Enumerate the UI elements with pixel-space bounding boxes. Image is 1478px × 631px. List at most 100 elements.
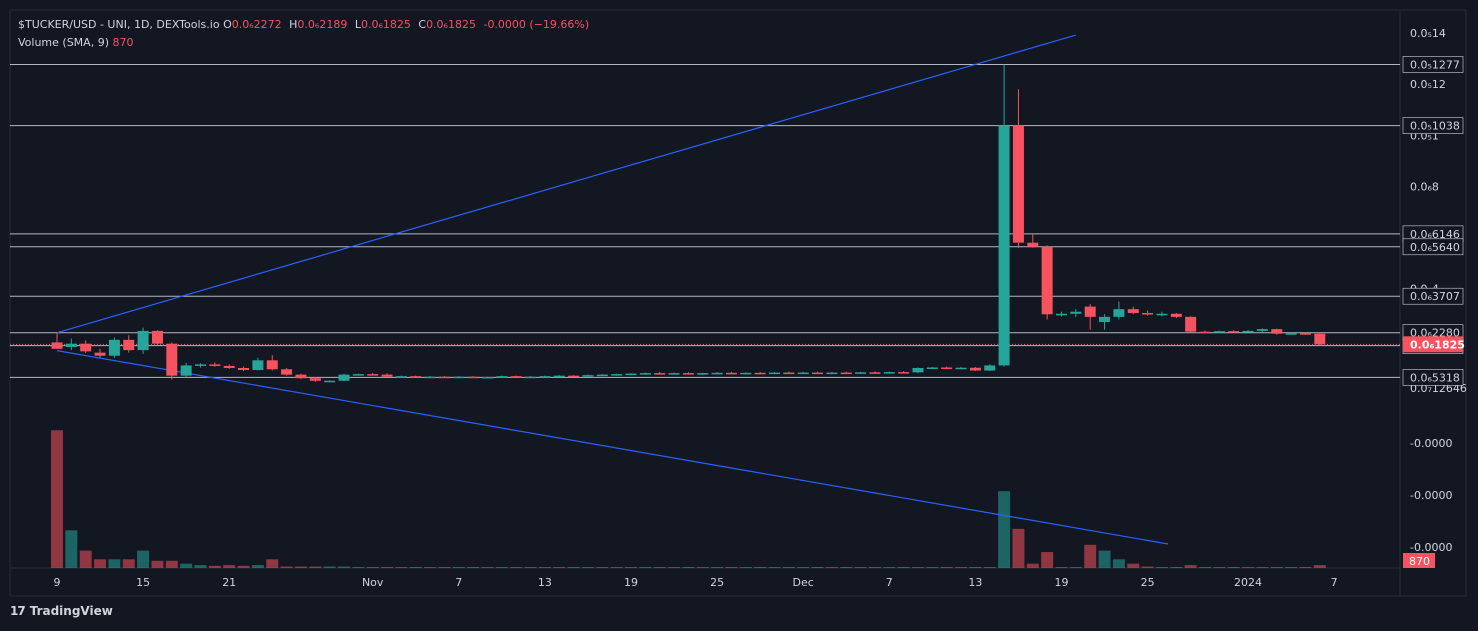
- candle-body: [80, 343, 92, 352]
- volume-bar: [581, 567, 594, 568]
- candle: [395, 375, 407, 378]
- volume-value: 870: [112, 36, 134, 49]
- candle-body: [998, 125, 1010, 366]
- candle: [1027, 234, 1039, 248]
- volume-bar: [940, 567, 953, 568]
- tradingview-branding[interactable]: 17 TradingView: [10, 604, 113, 618]
- volume-bar: [338, 566, 350, 568]
- volume-bar: [94, 559, 107, 568]
- candle: [1285, 332, 1297, 335]
- volume-bar: [165, 560, 178, 568]
- price-level-tag: [1402, 117, 1464, 134]
- candle: [525, 376, 537, 379]
- candle: [1242, 330, 1254, 333]
- candle-body: [1256, 329, 1268, 331]
- candle: [209, 362, 221, 367]
- volume-bar: [868, 567, 881, 568]
- price-tick-label: 0.0₆8: [1410, 180, 1439, 193]
- time-tick-label: 25: [710, 576, 724, 589]
- tradingview-name: TradingView: [29, 604, 113, 618]
- grid: [9, 9, 1467, 597]
- candle: [955, 366, 967, 370]
- price-level-tag: [1402, 287, 1464, 305]
- volume-bar: [1069, 567, 1082, 568]
- candle: [438, 376, 450, 379]
- volume-bar: [1141, 566, 1154, 568]
- candle-body: [955, 367, 967, 370]
- candle: [1314, 332, 1326, 345]
- open-value: 0.0₆2272: [231, 18, 282, 31]
- candle-body: [1027, 242, 1039, 247]
- candle-body: [869, 372, 881, 374]
- candle: [151, 330, 163, 345]
- volume-bar: [395, 567, 408, 568]
- time-tick-label: 19: [1055, 576, 1069, 589]
- candle: [1056, 311, 1067, 317]
- trendlines[interactable]: [56, 34, 1169, 545]
- candle: [969, 366, 981, 372]
- candle: [367, 373, 379, 376]
- volume-bar: [1299, 567, 1312, 568]
- candle: [769, 372, 780, 375]
- volume-bar: [725, 567, 738, 568]
- candle-body: [395, 376, 407, 378]
- volume-bar: [639, 567, 652, 568]
- candle: [424, 376, 436, 379]
- candle: [482, 376, 493, 379]
- candle-body: [553, 375, 565, 378]
- candle-body: [338, 374, 350, 381]
- candle: [1228, 330, 1240, 333]
- candle: [510, 375, 522, 378]
- volume-current-label: 870: [1409, 555, 1430, 568]
- candle-body: [51, 342, 63, 349]
- volume-bar: [280, 566, 293, 568]
- volume-bar: [1084, 544, 1097, 568]
- candle-body: [883, 372, 895, 374]
- candle-body: [797, 372, 809, 375]
- candle: [381, 373, 393, 378]
- volume-bar: [1270, 567, 1283, 568]
- volume-bar: [797, 567, 810, 568]
- candle: [596, 374, 608, 377]
- candle: [783, 371, 795, 375]
- volume-row: Volume (SMA, 9) 870: [18, 34, 589, 52]
- volume-bar: [1184, 565, 1197, 568]
- candle-body: [424, 376, 436, 379]
- candle: [826, 372, 838, 375]
- candle: [912, 367, 924, 374]
- volume-bar: [983, 567, 996, 568]
- candle-body: [1056, 313, 1067, 316]
- time-tick-label: 7: [1331, 576, 1338, 589]
- volume-bar: [122, 559, 135, 568]
- price-axis[interactable]: 0.0₅140.0₅120.0₅10.0₆80.0₆40.0₇126460.0₅…: [1402, 27, 1467, 395]
- candle-body: [582, 375, 594, 377]
- volume-tick-label: -0.0000: [1410, 541, 1452, 554]
- candle-body: [137, 330, 149, 351]
- candle-body: [926, 367, 938, 369]
- horizontal-lines[interactable]: [10, 63, 1400, 378]
- candles: [51, 64, 1326, 383]
- candle: [1142, 310, 1154, 316]
- time-axis[interactable]: 9 15 21 Nov 7 13 19 25 Dec 7 13 19 25 2024 7: [54, 576, 1338, 589]
- candle: [898, 371, 910, 374]
- candle: [984, 364, 996, 372]
- candle-body: [266, 360, 278, 370]
- volume-bar: [180, 563, 193, 568]
- candle-body: [151, 330, 163, 344]
- candle-body: [1041, 246, 1053, 315]
- candle-body: [352, 374, 364, 376]
- symbol-label[interactable]: $TUCKER/USD - UNI, 1D, DEXTools.io: [18, 18, 220, 31]
- candle-body: [238, 367, 250, 371]
- candle-body: [596, 374, 608, 377]
- candle: [1084, 304, 1096, 330]
- volume-label[interactable]: Volume (SMA, 9): [18, 36, 109, 49]
- candle-body: [367, 374, 379, 376]
- volume-bar: [452, 567, 465, 568]
- volume-bar: [323, 566, 336, 568]
- candle: [625, 373, 637, 376]
- candle-body: [1113, 309, 1125, 317]
- candle: [137, 327, 149, 354]
- time-tick-label: Dec: [793, 576, 814, 589]
